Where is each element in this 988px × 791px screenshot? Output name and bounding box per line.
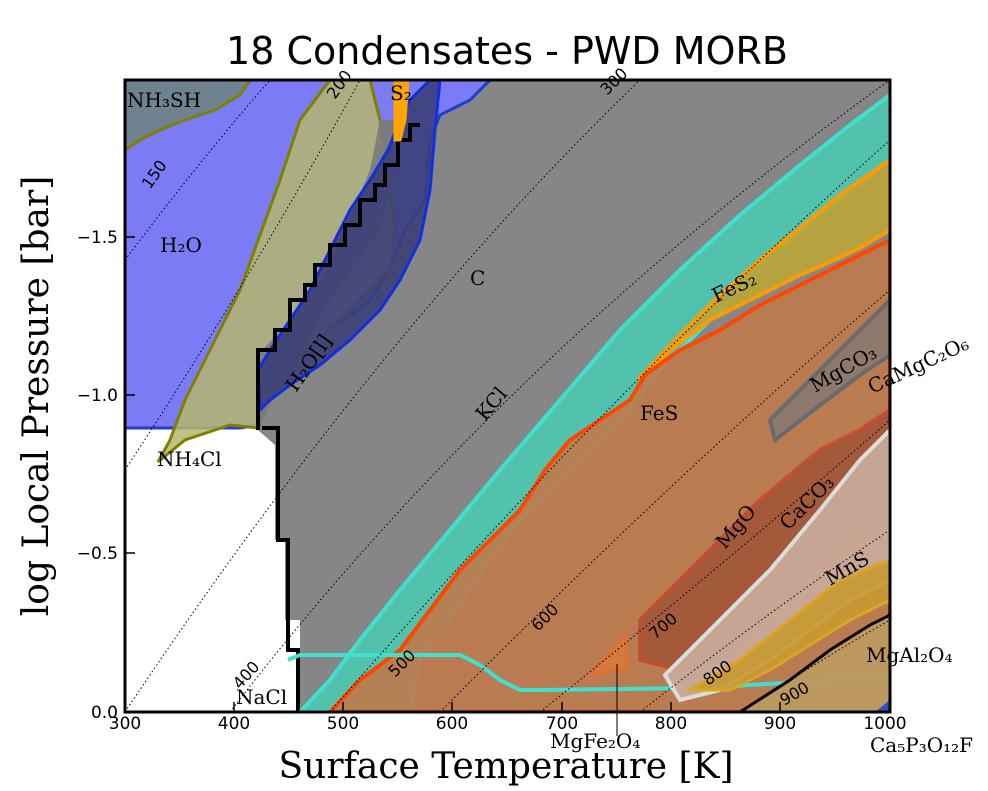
label-nacl: NaCl [236, 685, 287, 709]
region-mgfe2o4 [586, 631, 630, 678]
label-s2: S₂ [390, 81, 412, 105]
label-fes: FeS [640, 401, 678, 425]
label-nh4cl: NH₄Cl [157, 447, 222, 471]
x-axis-label: Surface Temperature [K] [278, 746, 733, 787]
x-ticks [124, 702, 891, 712]
y-axis-label: log Local Pressure [bar] [16, 176, 57, 616]
label-nh3sh: NH₃SH [127, 88, 201, 112]
x-tick-label: 600 [436, 714, 468, 734]
region-mns [684, 558, 890, 692]
axes-frame [123, 78, 892, 714]
isotherms [125, 80, 890, 712]
label-h2o: H₂O [160, 233, 202, 257]
y-tick-label: −1.0 [77, 386, 118, 406]
region-nh3sh [125, 80, 252, 152]
x-tick-label: 300 [109, 714, 141, 734]
x-tick-label: 500 [327, 714, 359, 734]
x-tick-label: 700 [546, 714, 578, 734]
region-fes2 [636, 157, 890, 382]
region-mgco3 [767, 297, 890, 444]
x-tick-label: 800 [655, 714, 687, 734]
region-ca5p3o12f [875, 700, 890, 712]
y-tick-label: 0.0 [91, 703, 118, 723]
y-tick-label: −0.5 [77, 544, 118, 564]
x-tick-label: 1000 [863, 714, 906, 734]
chart-title: 18 Condensates - PWD MORB [226, 29, 788, 73]
boundary-nacl-step [262, 426, 300, 712]
x-tick-label: 900 [764, 714, 796, 734]
label-c: C [470, 266, 485, 290]
region-mgal2o4 [737, 613, 890, 712]
region-s2 [393, 80, 410, 142]
label-mgfe2o4: MgFe₂O₄ [550, 729, 640, 753]
boundary-h2ol-step [256, 123, 420, 430]
plot-area [125, 80, 890, 712]
y-tick-label: −1.5 [77, 228, 118, 248]
label-mgal2o4: MgAl₂O₄ [866, 643, 953, 667]
boundary-kcl-lower [287, 653, 890, 692]
y-ticks [125, 236, 135, 713]
x-tick-label: 400 [218, 714, 250, 734]
label-ca5p3o12f: Ca₅P₃O₁₂F [870, 733, 973, 757]
